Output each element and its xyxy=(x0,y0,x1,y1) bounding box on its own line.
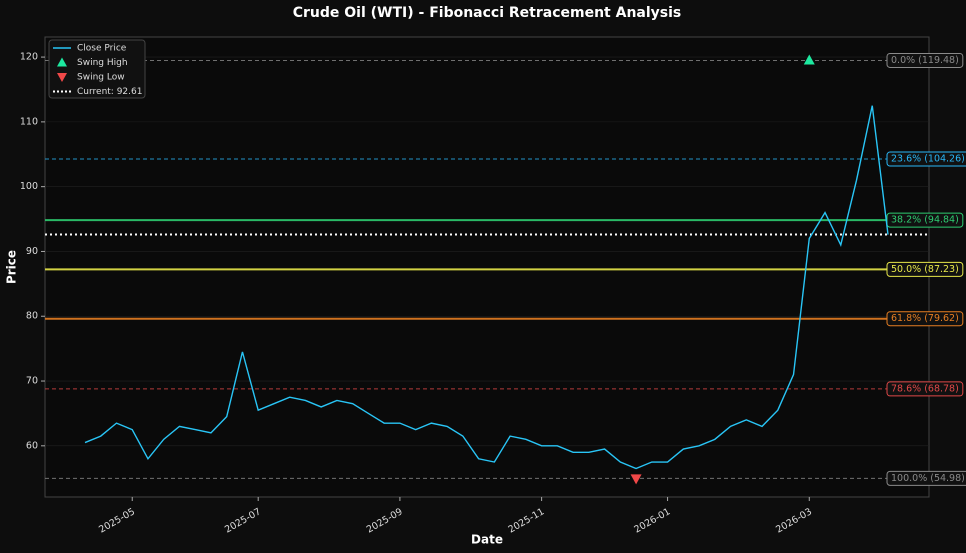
fib-level-label: 0.0% (119.48) xyxy=(891,55,959,66)
y-tick-label: 70 xyxy=(26,376,38,387)
legend-swatch xyxy=(57,57,67,67)
legend-box xyxy=(48,39,146,99)
chart-title: Crude Oil (WTI) - Fibonacci Retracement … xyxy=(293,5,682,21)
fib-level-label: 38.2% (94.84) xyxy=(891,215,959,226)
legend-label: Close Price xyxy=(77,44,127,54)
fib-level-label: 23.6% (104.26) xyxy=(891,154,965,165)
swing-marker xyxy=(803,54,815,65)
fib-level-label: 61.8% (79.62) xyxy=(891,313,959,324)
y-tick-label: 120 xyxy=(20,52,38,63)
legend-label: Swing High xyxy=(77,58,128,68)
legend-label: Current: 92.61 xyxy=(77,87,142,97)
y-axis-label: Price xyxy=(5,250,19,284)
fib-label-box xyxy=(886,52,964,68)
fib-level-label: 100.0% (54.98) xyxy=(891,473,965,484)
legend-label: Swing Low xyxy=(77,73,125,83)
legend-swatch xyxy=(57,73,67,82)
fib-level-label: 78.6% (68.78) xyxy=(891,383,959,394)
fib-level-label: 50.0% (87.23) xyxy=(891,264,959,275)
y-tick-label: 100 xyxy=(20,181,38,192)
y-tick-label: 90 xyxy=(26,246,38,257)
y-tick-label: 80 xyxy=(26,311,38,322)
fib-label-box xyxy=(886,151,966,167)
x-axis-label: Date xyxy=(471,533,503,547)
fib-label-box xyxy=(886,381,964,397)
swing-marker xyxy=(630,474,642,485)
fib-label-box xyxy=(886,470,966,486)
fib-label-box xyxy=(886,212,964,228)
price-line xyxy=(84,105,889,470)
legend: Close Price Swing High Swing Low Current: 9… xyxy=(48,39,146,99)
y-tick-label: 60 xyxy=(26,440,38,451)
fib-label-box xyxy=(886,311,964,327)
plot-area xyxy=(44,36,930,498)
y-tick-label: 110 xyxy=(20,116,38,127)
fib-label-box xyxy=(886,261,964,277)
